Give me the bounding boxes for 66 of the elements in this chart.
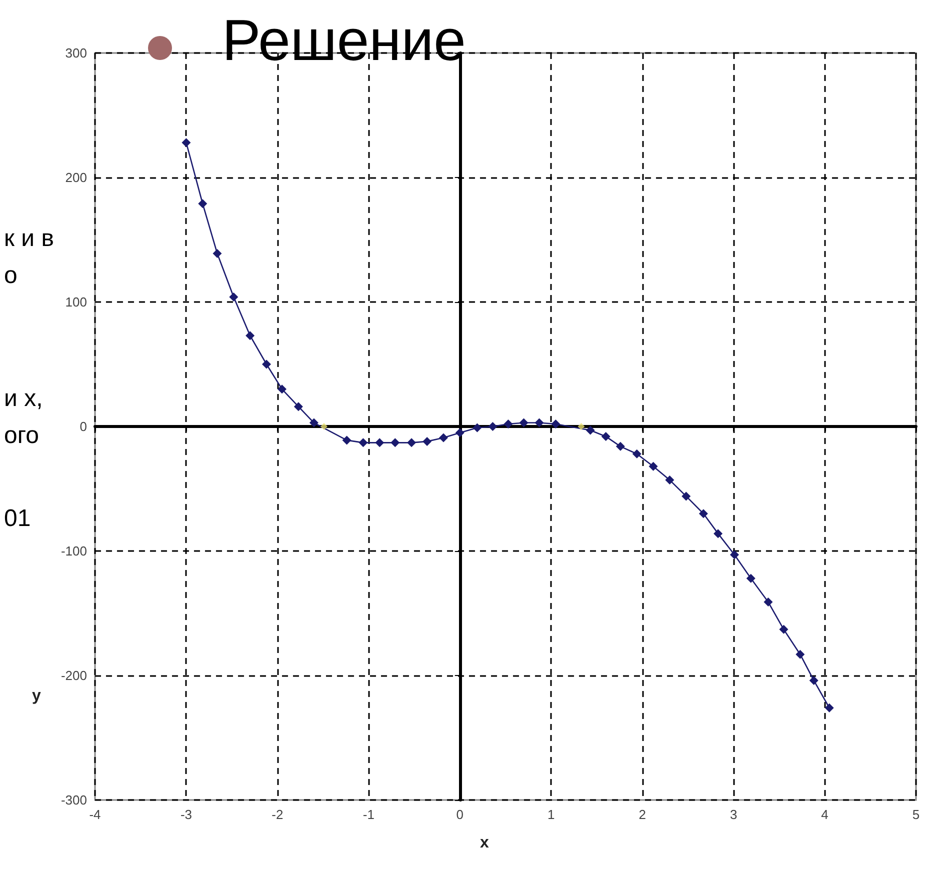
point [504,420,513,429]
x-tick-label: -2 [272,807,284,822]
y-axis-title: y [32,688,41,704]
point [779,624,788,634]
x-tick-label: 1 [547,807,555,822]
x-tick-label: 2 [638,807,646,822]
text: о [4,262,18,290]
point [229,292,238,302]
point [212,248,222,258]
point [648,462,658,471]
point [809,676,818,685]
point [375,438,384,448]
point [262,360,271,369]
point [278,384,287,394]
x-tick-label: -4 [89,807,101,822]
point [796,650,805,659]
point [534,418,544,428]
x-tick-label: 3 [730,807,738,822]
point [309,418,318,428]
text: к и в [4,225,54,253]
point [390,438,400,448]
point [682,492,691,501]
y-tick-label: -300 [60,792,87,808]
y-tick-label: -200 [60,668,87,683]
point [455,428,464,438]
y-tick-label: 200 [65,170,87,185]
point [714,529,723,538]
point [407,438,416,448]
y-tick-label: 0 [80,419,87,434]
point [320,423,328,430]
point [578,423,585,430]
point [551,420,560,429]
y-tick-label: 100 [65,294,87,310]
point [472,423,482,432]
point [519,418,528,428]
text: 01 [4,505,31,533]
point [342,436,352,445]
point [182,138,191,148]
point [730,550,739,560]
y-tick-label: -100 [60,544,87,558]
point [665,476,674,485]
x-tick-label: -3 [180,807,192,822]
x-tick-label: 4 [821,807,828,822]
point [422,436,432,446]
y-tick-label: 300 [65,46,87,60]
text: ого [4,422,39,450]
point [601,432,610,441]
point [198,199,208,208]
point [746,574,756,583]
point [358,438,368,448]
point [586,426,595,435]
point [764,598,773,607]
point [246,331,255,340]
x-tick-label: 5 [912,807,920,822]
point [616,442,625,451]
point [438,433,448,442]
point [824,703,834,712]
x-axis-title: x [480,834,489,852]
point [488,422,498,431]
chart-title: Решение [222,7,466,75]
x-tick-label: 0 [456,807,464,822]
point [698,509,708,518]
x-tick-label: -1 [362,807,374,822]
point [294,402,303,412]
point [632,449,642,458]
text: и х, [4,385,43,413]
